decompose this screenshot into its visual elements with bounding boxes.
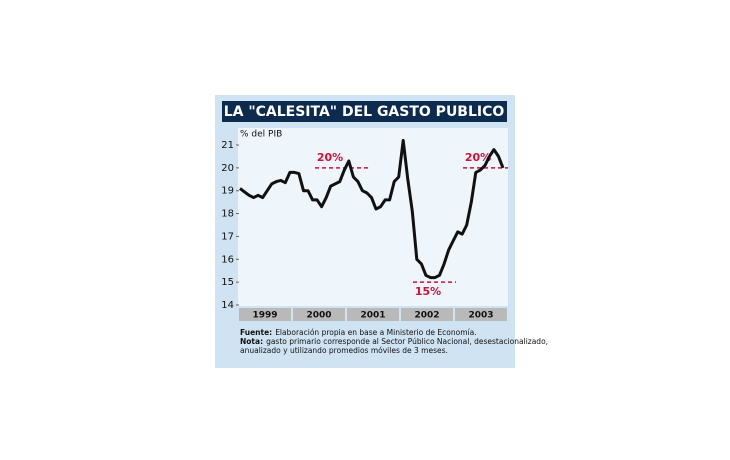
chart-title: LA "CALESITA" DEL GASTO PUBLICO bbox=[224, 104, 505, 120]
x-tick-label: 2001 bbox=[360, 311, 385, 321]
x-tick-label: 2002 bbox=[414, 311, 439, 321]
year-band bbox=[239, 308, 291, 321]
reference-label: 15% bbox=[415, 285, 441, 298]
footnote-text: gasto primario corresponde al Sector Púb… bbox=[266, 337, 548, 346]
footnote-label: Nota: bbox=[240, 337, 263, 346]
y-tick-label: 14 bbox=[221, 300, 234, 311]
year-band bbox=[401, 308, 453, 321]
y-tick-label: 17 bbox=[221, 231, 234, 242]
y-tick-label: 21 bbox=[221, 140, 234, 151]
y-tick-label: 16 bbox=[221, 254, 234, 265]
footnote-text: Elaboración propia en base a Ministerio … bbox=[275, 328, 476, 337]
title-bar bbox=[222, 101, 507, 122]
footnote: Fuente: Elaboración propia en base a Mini… bbox=[240, 328, 477, 337]
reference-label: 20% bbox=[465, 151, 491, 164]
y-tick-label: 19 bbox=[221, 186, 234, 197]
year-band bbox=[293, 308, 345, 321]
x-tick-label: 1999 bbox=[252, 311, 277, 321]
x-tick-label: 2003 bbox=[468, 311, 493, 321]
year-band bbox=[347, 308, 399, 321]
y-tick-label: 18 bbox=[221, 209, 234, 220]
year-band bbox=[455, 308, 507, 321]
plot-area bbox=[238, 128, 508, 306]
x-tick-label: 2000 bbox=[306, 311, 331, 321]
reference-label: 20% bbox=[317, 151, 343, 164]
y-axis-label: % del PIB bbox=[240, 130, 282, 140]
y-tick-label: 15 bbox=[221, 277, 234, 288]
footnote: Nota: gasto primario corresponde al Secto… bbox=[240, 337, 548, 346]
footnote-text: anualizado y utilizando promedios móvile… bbox=[240, 346, 448, 355]
y-tick-label: 20 bbox=[221, 163, 234, 174]
footnote: anualizado y utilizando promedios móvile… bbox=[240, 346, 448, 355]
data-line bbox=[239, 138, 505, 280]
footnote-label: Fuente: bbox=[240, 328, 272, 337]
